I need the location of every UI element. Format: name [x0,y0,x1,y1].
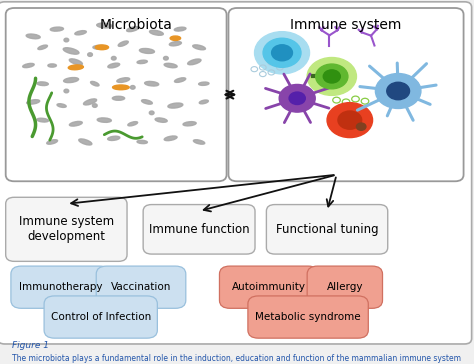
Ellipse shape [149,30,164,35]
Circle shape [289,92,305,104]
Ellipse shape [108,63,119,68]
Ellipse shape [164,56,168,60]
Ellipse shape [142,100,152,104]
Ellipse shape [164,136,177,141]
Ellipse shape [183,122,196,126]
Ellipse shape [64,89,69,93]
Ellipse shape [57,104,66,107]
FancyBboxPatch shape [143,205,255,254]
Text: Metabolic syndrome: Metabolic syndrome [255,312,361,322]
Circle shape [338,111,362,129]
Ellipse shape [112,96,125,100]
Circle shape [307,58,356,95]
Ellipse shape [64,78,79,83]
Ellipse shape [50,27,64,31]
FancyBboxPatch shape [266,205,388,254]
Ellipse shape [48,64,56,67]
Ellipse shape [88,53,92,56]
Text: Immune system: Immune system [291,18,401,32]
Ellipse shape [92,104,97,107]
FancyBboxPatch shape [228,8,464,181]
Ellipse shape [117,78,130,82]
Ellipse shape [69,59,82,65]
Text: Functional tuning: Functional tuning [276,223,378,236]
Ellipse shape [174,78,186,82]
Ellipse shape [95,45,109,50]
Ellipse shape [199,82,209,86]
Circle shape [263,38,301,67]
Ellipse shape [164,63,177,68]
FancyBboxPatch shape [96,266,186,308]
Circle shape [327,103,373,138]
Ellipse shape [145,82,159,86]
Ellipse shape [37,118,48,122]
Ellipse shape [149,111,154,115]
Text: Allergy: Allergy [327,282,363,292]
Ellipse shape [91,82,99,86]
Ellipse shape [69,122,82,126]
Ellipse shape [137,60,147,64]
Ellipse shape [79,139,92,145]
Ellipse shape [93,45,106,49]
Ellipse shape [47,140,57,144]
Text: The microbiota plays a fundamental role in the induction, education and function: The microbiota plays a fundamental role … [12,354,461,363]
Ellipse shape [64,38,69,42]
Ellipse shape [111,56,116,60]
Ellipse shape [193,45,205,50]
Circle shape [356,123,366,130]
Ellipse shape [23,63,34,68]
Circle shape [375,74,421,108]
Ellipse shape [26,34,40,39]
Ellipse shape [75,31,86,35]
Circle shape [255,32,310,74]
Text: Immune function: Immune function [149,223,249,236]
Ellipse shape [108,136,120,141]
Text: Immunotherapy: Immunotherapy [18,282,102,292]
Ellipse shape [193,140,205,144]
Ellipse shape [188,59,201,65]
Text: Autoimmunity: Autoimmunity [232,282,306,292]
Ellipse shape [130,86,135,89]
Ellipse shape [113,85,129,90]
FancyBboxPatch shape [6,8,227,181]
Ellipse shape [97,23,112,28]
Ellipse shape [168,103,183,108]
Ellipse shape [169,41,182,46]
FancyBboxPatch shape [219,266,319,308]
Ellipse shape [118,41,128,46]
Ellipse shape [174,27,186,31]
Text: Figure 1: Figure 1 [12,341,49,351]
Ellipse shape [68,65,83,70]
Ellipse shape [37,82,48,86]
Ellipse shape [137,140,147,144]
FancyBboxPatch shape [248,296,368,338]
Text: Microbiota: Microbiota [100,18,173,32]
Ellipse shape [139,48,155,54]
Circle shape [279,84,315,112]
Ellipse shape [27,100,40,104]
Ellipse shape [38,45,47,50]
Text: Vaccination: Vaccination [111,282,171,292]
Circle shape [272,45,292,61]
FancyBboxPatch shape [6,197,127,261]
Ellipse shape [128,122,137,126]
Circle shape [387,82,410,100]
Text: Control of Infection: Control of Infection [51,312,151,322]
Ellipse shape [97,118,111,122]
Circle shape [316,64,348,89]
FancyBboxPatch shape [11,266,110,308]
FancyBboxPatch shape [44,296,157,338]
Text: Immune system
development: Immune system development [19,215,114,243]
Ellipse shape [127,27,139,32]
Ellipse shape [63,48,79,54]
Ellipse shape [155,118,167,122]
Ellipse shape [199,100,209,104]
FancyBboxPatch shape [0,2,472,344]
Ellipse shape [170,36,181,40]
FancyBboxPatch shape [307,266,383,308]
Circle shape [323,70,340,83]
Ellipse shape [83,99,97,105]
